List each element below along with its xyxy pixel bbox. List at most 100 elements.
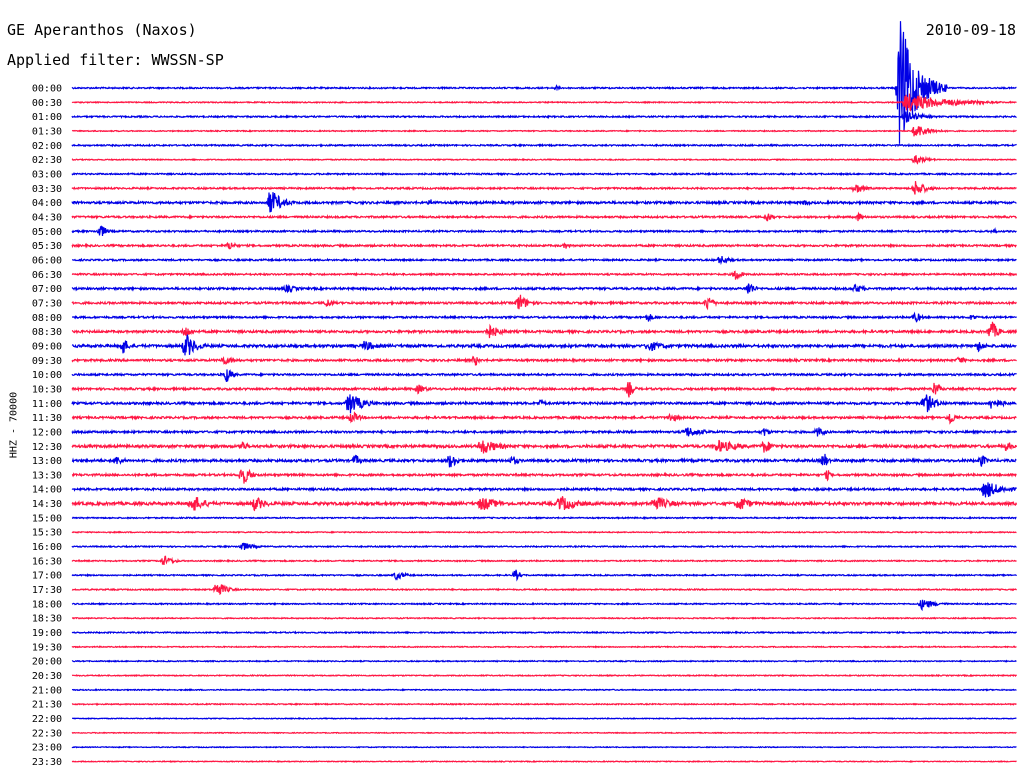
- tick-label-0930: 09:30: [32, 356, 62, 367]
- trace-row-1100: [71, 394, 1017, 414]
- trace-row-1700: [71, 569, 1017, 582]
- trace-row-1600: [71, 542, 1017, 550]
- filter-subtitle: Applied filter: WWSSN-SP: [7, 51, 224, 69]
- tick-label-1530: 15:30: [32, 528, 62, 539]
- trace-row-1730: [71, 584, 1017, 596]
- trace-row-0830: [71, 321, 1018, 339]
- trace-row-2030: [71, 673, 1017, 678]
- trace-row-1530: [71, 530, 1017, 534]
- time-tick-labels: 00:00 00:30 01:00 01:30 02:00 02:30 03:00 03:30…: [32, 84, 62, 769]
- tick-label-2200: 22:00: [32, 714, 62, 725]
- tick-label-1230: 12:30: [32, 442, 62, 453]
- trace-row-0230: [71, 155, 1017, 165]
- trace-row-1830: [71, 616, 1017, 620]
- tick-label-0530: 05:30: [32, 241, 62, 252]
- trace-row-0730: [71, 294, 1017, 311]
- tick-label-0030: 00:30: [32, 98, 62, 109]
- tick-label-0330: 03:30: [32, 184, 62, 195]
- tick-label-1400: 14:00: [32, 485, 62, 496]
- tick-label-1700: 17:00: [32, 571, 62, 582]
- tick-label-0630: 06:30: [32, 270, 62, 281]
- tick-label-0600: 06:00: [32, 256, 62, 267]
- trace-row-1800: [71, 599, 1017, 612]
- trace-row-2200: [72, 717, 1017, 721]
- trace-row-2230: [71, 731, 1017, 735]
- trace-row-0300: [71, 171, 1017, 177]
- trace-row-1630: [71, 555, 1017, 565]
- tick-label-0500: 05:00: [32, 227, 62, 238]
- trace-row-0800: [72, 311, 1017, 323]
- trace-row-0200: [71, 142, 1017, 148]
- trace-row-1130: [71, 411, 1017, 425]
- trace-row-1430: [71, 496, 1018, 512]
- trace-row-2300: [71, 745, 1017, 749]
- station-title: GE Aperanthos (Naxos): [7, 21, 197, 39]
- tick-label-0700: 07:00: [32, 284, 62, 295]
- trace-row-0700: [71, 283, 1018, 294]
- tick-label-1800: 18:00: [32, 599, 62, 610]
- tick-label-1000: 10:00: [32, 370, 62, 381]
- trace-row-0130: [71, 126, 1017, 137]
- trace-layer: [71, 21, 1018, 763]
- tick-label-1200: 12:00: [32, 427, 62, 438]
- tick-label-0900: 09:00: [32, 341, 62, 352]
- trace-row-2130: [71, 702, 1017, 706]
- tick-label-1630: 16:30: [32, 556, 62, 567]
- tick-label-2230: 22:30: [32, 728, 62, 739]
- tick-label-1900: 19:00: [32, 628, 62, 639]
- trace-row-0630: [71, 270, 1018, 281]
- tick-label-2030: 20:30: [32, 671, 62, 682]
- trace-row-2000: [71, 659, 1017, 663]
- tick-label-1100: 11:00: [32, 399, 62, 410]
- tick-label-1830: 18:30: [32, 614, 62, 625]
- tick-label-2300: 23:00: [32, 743, 62, 754]
- trace-row-0900: [71, 333, 1017, 356]
- trace-row-1000: [71, 369, 1017, 382]
- channel-axis-label: HHZ - 70000: [8, 391, 20, 459]
- tick-label-1030: 10:30: [32, 384, 62, 395]
- trace-row-0530: [71, 241, 1017, 250]
- trace-row-0330: [71, 181, 1017, 195]
- tick-label-1130: 11:30: [32, 413, 62, 424]
- trace-row-0100: [71, 111, 1017, 123]
- tick-label-1300: 13:00: [32, 456, 62, 467]
- trace-row-2100: [71, 688, 1017, 692]
- trace-row-1500: [71, 515, 1017, 520]
- trace-row-0930: [71, 355, 1017, 366]
- trace-row-1300: [71, 453, 1017, 468]
- trace-row-0500: [71, 225, 1017, 237]
- tick-label-0100: 01:00: [32, 112, 62, 123]
- tick-label-2330: 23:30: [32, 757, 62, 768]
- tick-label-1430: 14:30: [32, 499, 62, 510]
- tick-label-0000: 00:00: [32, 84, 62, 95]
- trace-row-2330: [71, 759, 1017, 763]
- tick-label-0200: 02:00: [32, 141, 62, 152]
- tick-label-0130: 01:30: [32, 127, 62, 138]
- tick-label-1600: 16:00: [32, 542, 62, 553]
- trace-row-1930: [71, 645, 1017, 649]
- trace-row-0600: [72, 256, 1017, 266]
- tick-label-1500: 15:00: [32, 513, 62, 524]
- trace-row-1330: [71, 468, 1017, 484]
- tick-label-2000: 20:00: [32, 657, 62, 668]
- record-date: 2010-09-18: [925, 21, 1016, 39]
- tick-label-1730: 17:30: [32, 585, 62, 596]
- tick-label-0830: 08:30: [32, 327, 62, 338]
- trace-row-1030: [71, 381, 1017, 398]
- trace-row-1900: [71, 630, 1017, 635]
- tick-label-0800: 08:00: [32, 313, 62, 324]
- tick-label-1330: 13:30: [32, 470, 62, 481]
- trace-row-1230: [71, 439, 1018, 454]
- tick-label-0430: 04:30: [32, 213, 62, 224]
- tick-label-0300: 03:00: [32, 170, 62, 181]
- tick-label-1930: 19:30: [32, 642, 62, 653]
- tick-label-0400: 04:00: [32, 198, 62, 209]
- tick-label-0230: 02:30: [32, 155, 62, 166]
- trace-row-0400: [71, 192, 1017, 213]
- trace-row-0030: [71, 93, 1017, 112]
- tick-label-2130: 21:30: [32, 700, 62, 711]
- trace-row-1400: [71, 482, 1017, 498]
- tick-label-0730: 07:30: [32, 298, 62, 309]
- trace-row-0430: [71, 211, 1018, 222]
